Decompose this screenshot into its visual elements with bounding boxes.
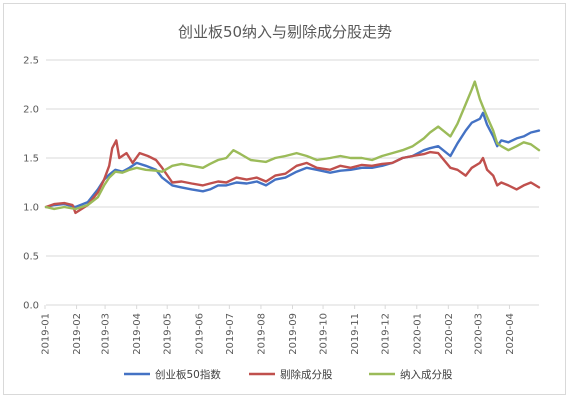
legend-label: 创业板50指数 [155, 368, 221, 381]
x-tick-label: 2020-01 [412, 313, 423, 355]
x-tick-label: 2019-10 [319, 313, 330, 355]
x-tick-label: 2019-12 [381, 313, 392, 355]
y-tick-label: 1.0 [23, 203, 39, 214]
x-tick-label: 2019-06 [194, 313, 205, 355]
x-tick-label: 2019-11 [350, 313, 361, 355]
legend-label: 纳入成分股 [400, 368, 453, 381]
x-tick-label: 2019-01 [40, 313, 51, 355]
gridlines [46, 59, 539, 306]
y-tick-label: 1.5 [23, 154, 39, 165]
x-tick-label: 2019-07 [225, 313, 236, 355]
line-chart: 创业板50纳入与剔除成分股走势 0.0 0.5 1.0 1.5 2.0 2.5 2019-… [23, 23, 541, 381]
series-lines [44, 80, 541, 215]
y-tick-label: 2.0 [23, 105, 39, 116]
legend-item: 剔除成分股 [249, 368, 333, 381]
legend: 创业板50指数 剔除成分股 纳入成分股 [124, 368, 453, 381]
y-axis-ticks: 0.0 0.5 1.0 1.5 2.0 2.5 [23, 56, 39, 312]
x-tick-label: 2019-09 [288, 313, 299, 355]
x-tick-label: 2020-02 [444, 313, 455, 355]
legend-item: 纳入成分股 [369, 368, 453, 381]
series-line-removed [44, 139, 541, 215]
x-tick-label: 2019-03 [101, 313, 112, 355]
x-tick-label: 2019-04 [132, 313, 143, 355]
chart-title: 创业板50纳入与剔除成分股走势 [178, 23, 392, 41]
y-tick-label: 0.5 [23, 252, 39, 263]
y-tick-label: 0.0 [23, 301, 39, 312]
x-axis-ticks: 2019-01 2019-02 2019-03 2019-04 2019-05 2019-… [40, 305, 516, 355]
y-tick-label: 2.5 [23, 56, 39, 67]
series-line-added [44, 80, 541, 211]
x-tick-label: 2020-03 [473, 313, 484, 355]
chart-frame: 创业板50纳入与剔除成分股走势 0.0 0.5 1.0 1.5 2.0 2.5 2019-… [3, 3, 566, 395]
x-tick-label: 2019-05 [163, 313, 174, 355]
x-tick-label: 2020-04 [505, 313, 516, 355]
x-tick-label: 2019-02 [72, 313, 83, 355]
legend-label: 剔除成分股 [280, 368, 333, 381]
x-tick-label: 2019-08 [256, 313, 267, 355]
legend-item: 创业板50指数 [124, 368, 221, 381]
series-line-cyb50 [44, 111, 541, 209]
